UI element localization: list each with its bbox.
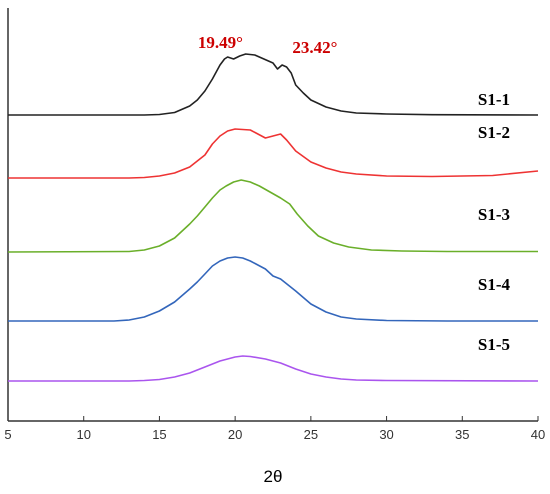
x-axis-title: 2θ: [264, 467, 283, 486]
series-lines: [7, 53, 539, 382]
x-tick-label: 35: [455, 427, 469, 442]
series-label-s1-1: S1-1: [478, 90, 510, 109]
peak-annotations: 19.49° 23.42°: [198, 33, 338, 57]
series-label-s1-2: S1-2: [478, 123, 510, 142]
series-line-s1-4: [8, 256, 538, 322]
x-tick-label: 10: [76, 427, 90, 442]
x-tick-label: 15: [152, 427, 166, 442]
series-labels: S1-1 S1-2 S1-3 S1-4 S1-5: [478, 90, 511, 354]
peak-annotation: 19.49°: [198, 33, 243, 52]
x-tick-label: 40: [531, 427, 545, 442]
x-tick-label: 5: [4, 427, 11, 442]
series-label-s1-4: S1-4: [478, 275, 511, 294]
series-line-s1-5: [8, 355, 539, 382]
series-label-s1-5: S1-5: [478, 335, 510, 354]
series-line-s1-2: [8, 128, 539, 179]
plot-frame: [7, 8, 538, 422]
series-line-s1-3: [7, 179, 538, 253]
x-tick-label: 30: [379, 427, 393, 442]
x-axis-ticks: 5 10 15 20 25 30 35 40: [4, 416, 545, 442]
series-line-s1-1: [8, 53, 539, 116]
peak-annotation: 23.42°: [292, 38, 337, 57]
series-label-s1-3: S1-3: [478, 205, 510, 224]
x-tick-label: 20: [228, 427, 242, 442]
x-tick-label: 25: [304, 427, 318, 442]
